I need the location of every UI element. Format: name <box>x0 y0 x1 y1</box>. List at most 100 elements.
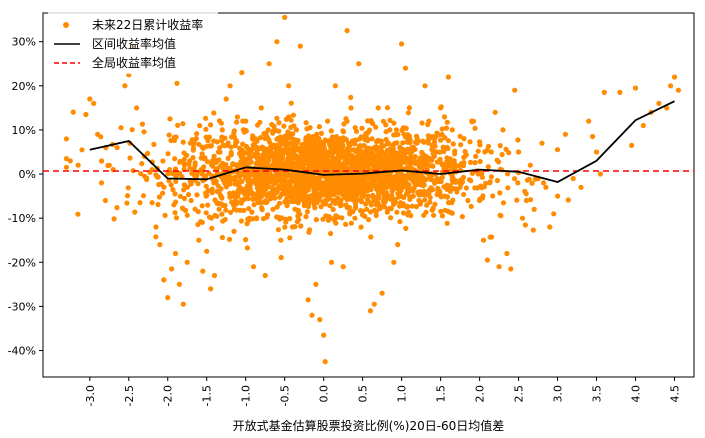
scatter-point <box>220 218 226 224</box>
scatter-point <box>243 237 249 243</box>
scatter-point <box>253 196 259 202</box>
scatter-point <box>326 214 332 220</box>
scatter-point <box>365 136 371 142</box>
scatter-point <box>176 281 182 287</box>
scatter-point <box>283 116 289 122</box>
scatter-point <box>488 149 494 155</box>
scatter-point <box>369 136 375 142</box>
scatter-point <box>219 211 225 217</box>
scatter-point <box>387 117 393 123</box>
scatter-point <box>289 198 295 205</box>
scatter-point <box>348 105 354 111</box>
scatter-point <box>326 184 332 190</box>
scatter-point <box>459 214 465 220</box>
scatter-point <box>409 203 415 209</box>
scatter-point <box>351 190 357 197</box>
scatter-point <box>258 160 264 166</box>
legend-marker-scatter <box>63 22 69 28</box>
scatter-point <box>388 215 394 221</box>
scatter-point <box>356 165 363 171</box>
scatter-point <box>341 166 347 172</box>
scatter-point <box>160 158 166 164</box>
y-tick-label: -30% <box>8 300 36 313</box>
scatter-point <box>427 172 433 179</box>
scatter-point <box>199 151 205 157</box>
scatter-point <box>149 200 155 206</box>
scatter-point <box>438 208 444 214</box>
x-tick-label: 3.0 <box>552 385 565 403</box>
scatter-point <box>328 259 335 265</box>
scatter-point <box>334 183 340 189</box>
scatter-point <box>155 201 161 208</box>
scatter-point <box>397 219 403 225</box>
scatter-point <box>343 202 349 208</box>
scatter-point <box>309 312 315 318</box>
scatter-point <box>153 172 159 178</box>
scatter-point <box>447 156 453 162</box>
scatter-point <box>230 161 236 167</box>
scatter-point <box>293 162 299 168</box>
scatter-point <box>386 193 392 199</box>
scatter-point <box>399 41 405 47</box>
scatter-point <box>343 116 349 122</box>
scatter-point <box>319 159 325 165</box>
scatter-point <box>291 174 297 180</box>
scatter-point <box>276 120 282 126</box>
scatter-point <box>419 120 425 126</box>
scatter-point <box>461 191 467 198</box>
scatter-point <box>173 173 179 179</box>
scatter-point <box>250 192 256 198</box>
scatter-point <box>267 139 273 145</box>
scatter-point <box>156 194 162 200</box>
scatter-point <box>246 206 252 212</box>
scatter-point <box>346 159 352 165</box>
scatter-point <box>274 214 280 220</box>
scatter-point <box>200 268 206 274</box>
scatter-point <box>381 194 387 200</box>
scatter-point <box>328 128 334 134</box>
scatter-point <box>271 123 277 129</box>
scatter-point <box>277 145 283 151</box>
scatter-point <box>375 105 381 111</box>
scatter-point <box>461 136 467 142</box>
scatter-point <box>240 141 246 147</box>
scatter-point <box>204 248 210 254</box>
scatter-point <box>445 74 451 80</box>
scatter-point <box>219 127 225 133</box>
scatter-point <box>458 142 464 148</box>
scatter-point <box>438 105 444 111</box>
scatter-point <box>277 175 283 181</box>
scatter-point <box>593 149 600 155</box>
scatter-point <box>299 154 305 160</box>
scatter-point <box>91 100 97 106</box>
scatter-point <box>309 174 316 180</box>
scatter-point <box>394 209 400 215</box>
scatter-point <box>403 184 409 191</box>
scatter-point <box>165 151 171 157</box>
scatter-point <box>328 230 334 237</box>
scatter-point <box>211 180 217 186</box>
scatter-point <box>247 186 253 192</box>
x-axis: -3.0 -2.5 -2.0 -1.5 -1.0 -0.5 0.0 0.5 1.0 1.5 2.0 2… <box>84 377 682 406</box>
scatter-point <box>473 153 479 159</box>
scatter-point <box>203 193 209 199</box>
scatter-point <box>417 192 423 198</box>
scatter-point <box>439 126 445 132</box>
scatter-point <box>450 176 456 182</box>
scatter-point <box>469 118 475 124</box>
scatter-point <box>387 160 393 166</box>
scatter-point <box>122 83 128 89</box>
scatter-point <box>373 124 379 130</box>
scatter-point <box>173 215 180 221</box>
scatter-point <box>160 190 166 196</box>
scatter-point <box>382 151 389 157</box>
scatter-point <box>338 180 345 186</box>
scatter-point <box>321 180 327 186</box>
scatter-point <box>288 150 294 156</box>
scatter-point <box>439 213 445 219</box>
scatter-point <box>153 224 159 230</box>
scatter-point <box>214 200 220 206</box>
scatter-point <box>527 162 533 168</box>
scatter-point <box>422 83 428 89</box>
scatter-point <box>248 154 254 160</box>
